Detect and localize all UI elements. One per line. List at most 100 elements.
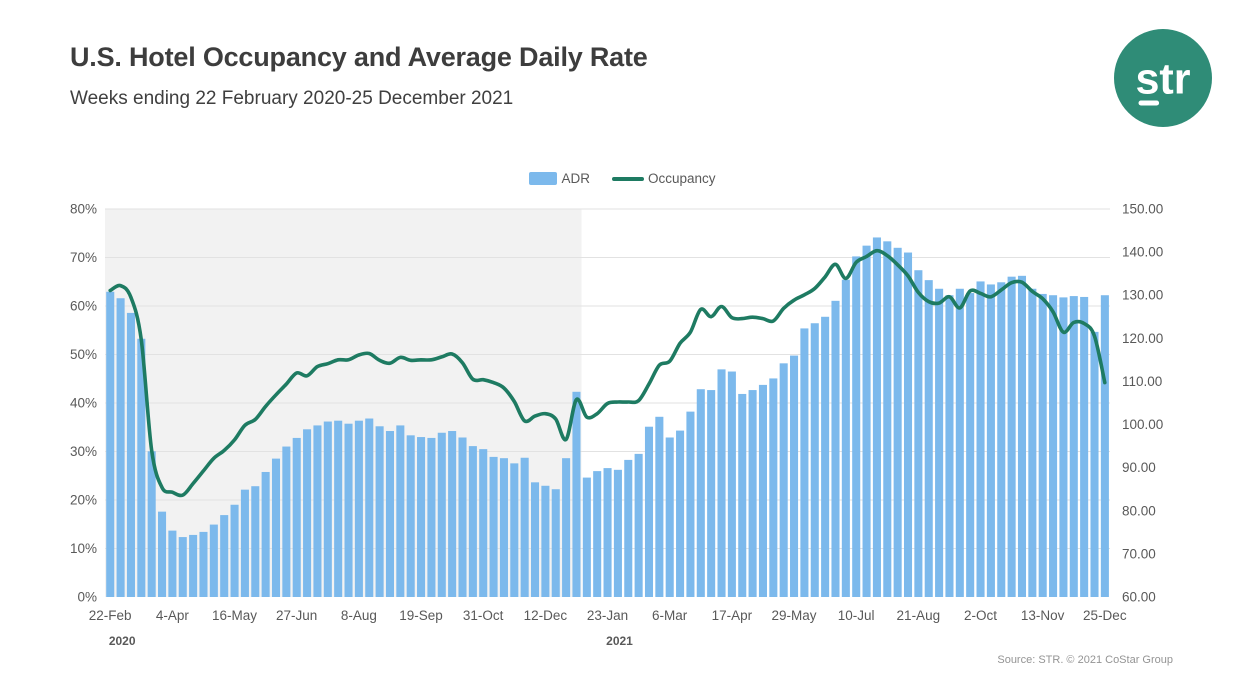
adr-bar bbox=[1007, 276, 1016, 597]
x-axis-tick: 27-Jun bbox=[276, 608, 317, 623]
right-axis-tick: 150.00 bbox=[1122, 202, 1163, 217]
adr-bar bbox=[365, 418, 374, 597]
adr-bar bbox=[354, 420, 363, 597]
adr-bar bbox=[458, 437, 467, 597]
adr-bar bbox=[137, 338, 146, 597]
logo-underline bbox=[1138, 100, 1160, 106]
x-axis-tick: 22-Feb bbox=[89, 608, 132, 623]
adr-bar bbox=[810, 323, 819, 597]
legend: ADR Occupancy bbox=[0, 171, 1245, 186]
chart-subtitle: Weeks ending 22 February 2020-25 Decembe… bbox=[70, 88, 514, 109]
source-credit: Source: STR. © 2021 CoStar Group bbox=[997, 654, 1173, 666]
occupancy-legend-swatch-icon bbox=[611, 176, 644, 181]
adr-bar bbox=[220, 515, 229, 597]
right-axis-tick: 120.00 bbox=[1122, 331, 1163, 346]
adr-bar bbox=[1069, 296, 1078, 597]
right-axis-tick: 100.00 bbox=[1122, 417, 1163, 432]
adr-bar bbox=[945, 295, 954, 597]
x-axis-tick: 12-Dec bbox=[524, 608, 568, 623]
x-axis-tick: 10-Jul bbox=[838, 608, 875, 623]
adr-bar bbox=[582, 477, 591, 597]
adr-bar bbox=[251, 486, 260, 597]
adr-bar bbox=[344, 423, 353, 597]
adr-bar bbox=[1090, 331, 1099, 597]
adr-bar bbox=[572, 391, 581, 597]
x-axis-year-label: 2020 bbox=[109, 634, 136, 648]
adr-bar bbox=[872, 237, 881, 597]
legend-item-occupancy: Occupancy bbox=[611, 171, 716, 186]
adr-bar bbox=[551, 489, 560, 597]
adr-bar bbox=[738, 393, 747, 597]
adr-bar bbox=[707, 390, 716, 597]
adr-bar bbox=[883, 241, 892, 598]
x-axis-tick: 23-Jan bbox=[587, 608, 628, 623]
adr-bar bbox=[1080, 296, 1089, 597]
adr-bar bbox=[986, 284, 995, 597]
logo-text: str bbox=[1135, 56, 1190, 104]
adr-bar bbox=[437, 432, 446, 597]
combo-chart: 0% 10% 20% 30% 40% 50% 60% 70% 80% 60.00 70.00 80.0… bbox=[70, 202, 1163, 649]
adr-bar bbox=[189, 534, 198, 597]
adr-bar bbox=[593, 471, 602, 597]
right-axis-tick: 90.00 bbox=[1122, 460, 1156, 475]
adr-bar bbox=[375, 426, 384, 597]
adr-bar bbox=[997, 282, 1006, 597]
left-axis-tick: 70% bbox=[70, 250, 97, 265]
adr-bar bbox=[1017, 275, 1027, 597]
adr-bar bbox=[209, 524, 218, 597]
adr-bar bbox=[230, 504, 239, 597]
adr-bar bbox=[106, 291, 115, 597]
adr-bar bbox=[147, 451, 156, 597]
adr-bar bbox=[406, 435, 415, 597]
left-axis-tick: 0% bbox=[77, 590, 97, 605]
adr-bar bbox=[893, 247, 902, 598]
adr-bar bbox=[624, 459, 633, 597]
adr-bar bbox=[334, 420, 343, 597]
adr-bar bbox=[323, 421, 332, 597]
adr-bar bbox=[530, 482, 540, 597]
adr-bar bbox=[903, 252, 913, 597]
adr-bar bbox=[292, 437, 301, 597]
adr-bar bbox=[303, 429, 312, 597]
adr-bar bbox=[489, 456, 498, 597]
adr-bar bbox=[852, 256, 861, 597]
adr-bar bbox=[779, 363, 788, 597]
adr-bar bbox=[541, 485, 550, 597]
adr-bar bbox=[510, 463, 519, 597]
adr-bar bbox=[914, 270, 923, 597]
right-axis-tick: 110.00 bbox=[1122, 374, 1162, 389]
chart-title: U.S. Hotel Occupancy and Average Daily R… bbox=[70, 42, 648, 72]
x-axis-tick: 19-Sep bbox=[399, 608, 443, 623]
adr-bar bbox=[282, 446, 291, 597]
right-axis-tick: 70.00 bbox=[1122, 546, 1156, 561]
x-axis-tick: 8-Aug bbox=[341, 608, 377, 623]
adr-bar bbox=[862, 245, 871, 597]
adr-bar bbox=[758, 384, 767, 597]
right-axis-tick: 140.00 bbox=[1122, 245, 1163, 260]
adr-bar bbox=[976, 281, 985, 597]
adr-bar bbox=[966, 293, 975, 597]
adr-bar bbox=[199, 531, 208, 597]
adr-bar bbox=[821, 316, 830, 597]
left-axis-tick: 50% bbox=[70, 347, 97, 362]
adr-bar bbox=[1049, 295, 1058, 597]
left-axis-tick: 20% bbox=[70, 493, 97, 508]
adr-bar bbox=[841, 279, 850, 597]
adr-bar bbox=[427, 437, 436, 597]
adr-bar bbox=[1038, 293, 1047, 597]
adr-bar bbox=[696, 389, 705, 597]
right-axis-tick: 80.00 bbox=[1122, 503, 1156, 518]
x-axis-tick: 21-Aug bbox=[897, 608, 941, 623]
adr-bar bbox=[313, 425, 322, 597]
adr-bar bbox=[717, 369, 726, 597]
adr-bar bbox=[271, 458, 281, 597]
adr-bar bbox=[748, 390, 757, 597]
right-axis-tick: 60.00 bbox=[1122, 590, 1156, 605]
adr-bar bbox=[417, 437, 426, 597]
adr-bar bbox=[1100, 295, 1109, 597]
x-axis-tick: 25-Dec bbox=[1083, 608, 1127, 623]
x-axis-tick: 13-Nov bbox=[1021, 608, 1065, 623]
adr-bar bbox=[385, 431, 395, 597]
left-axis-tick: 60% bbox=[70, 299, 97, 314]
x-axis-year-label: 2021 bbox=[606, 634, 633, 648]
